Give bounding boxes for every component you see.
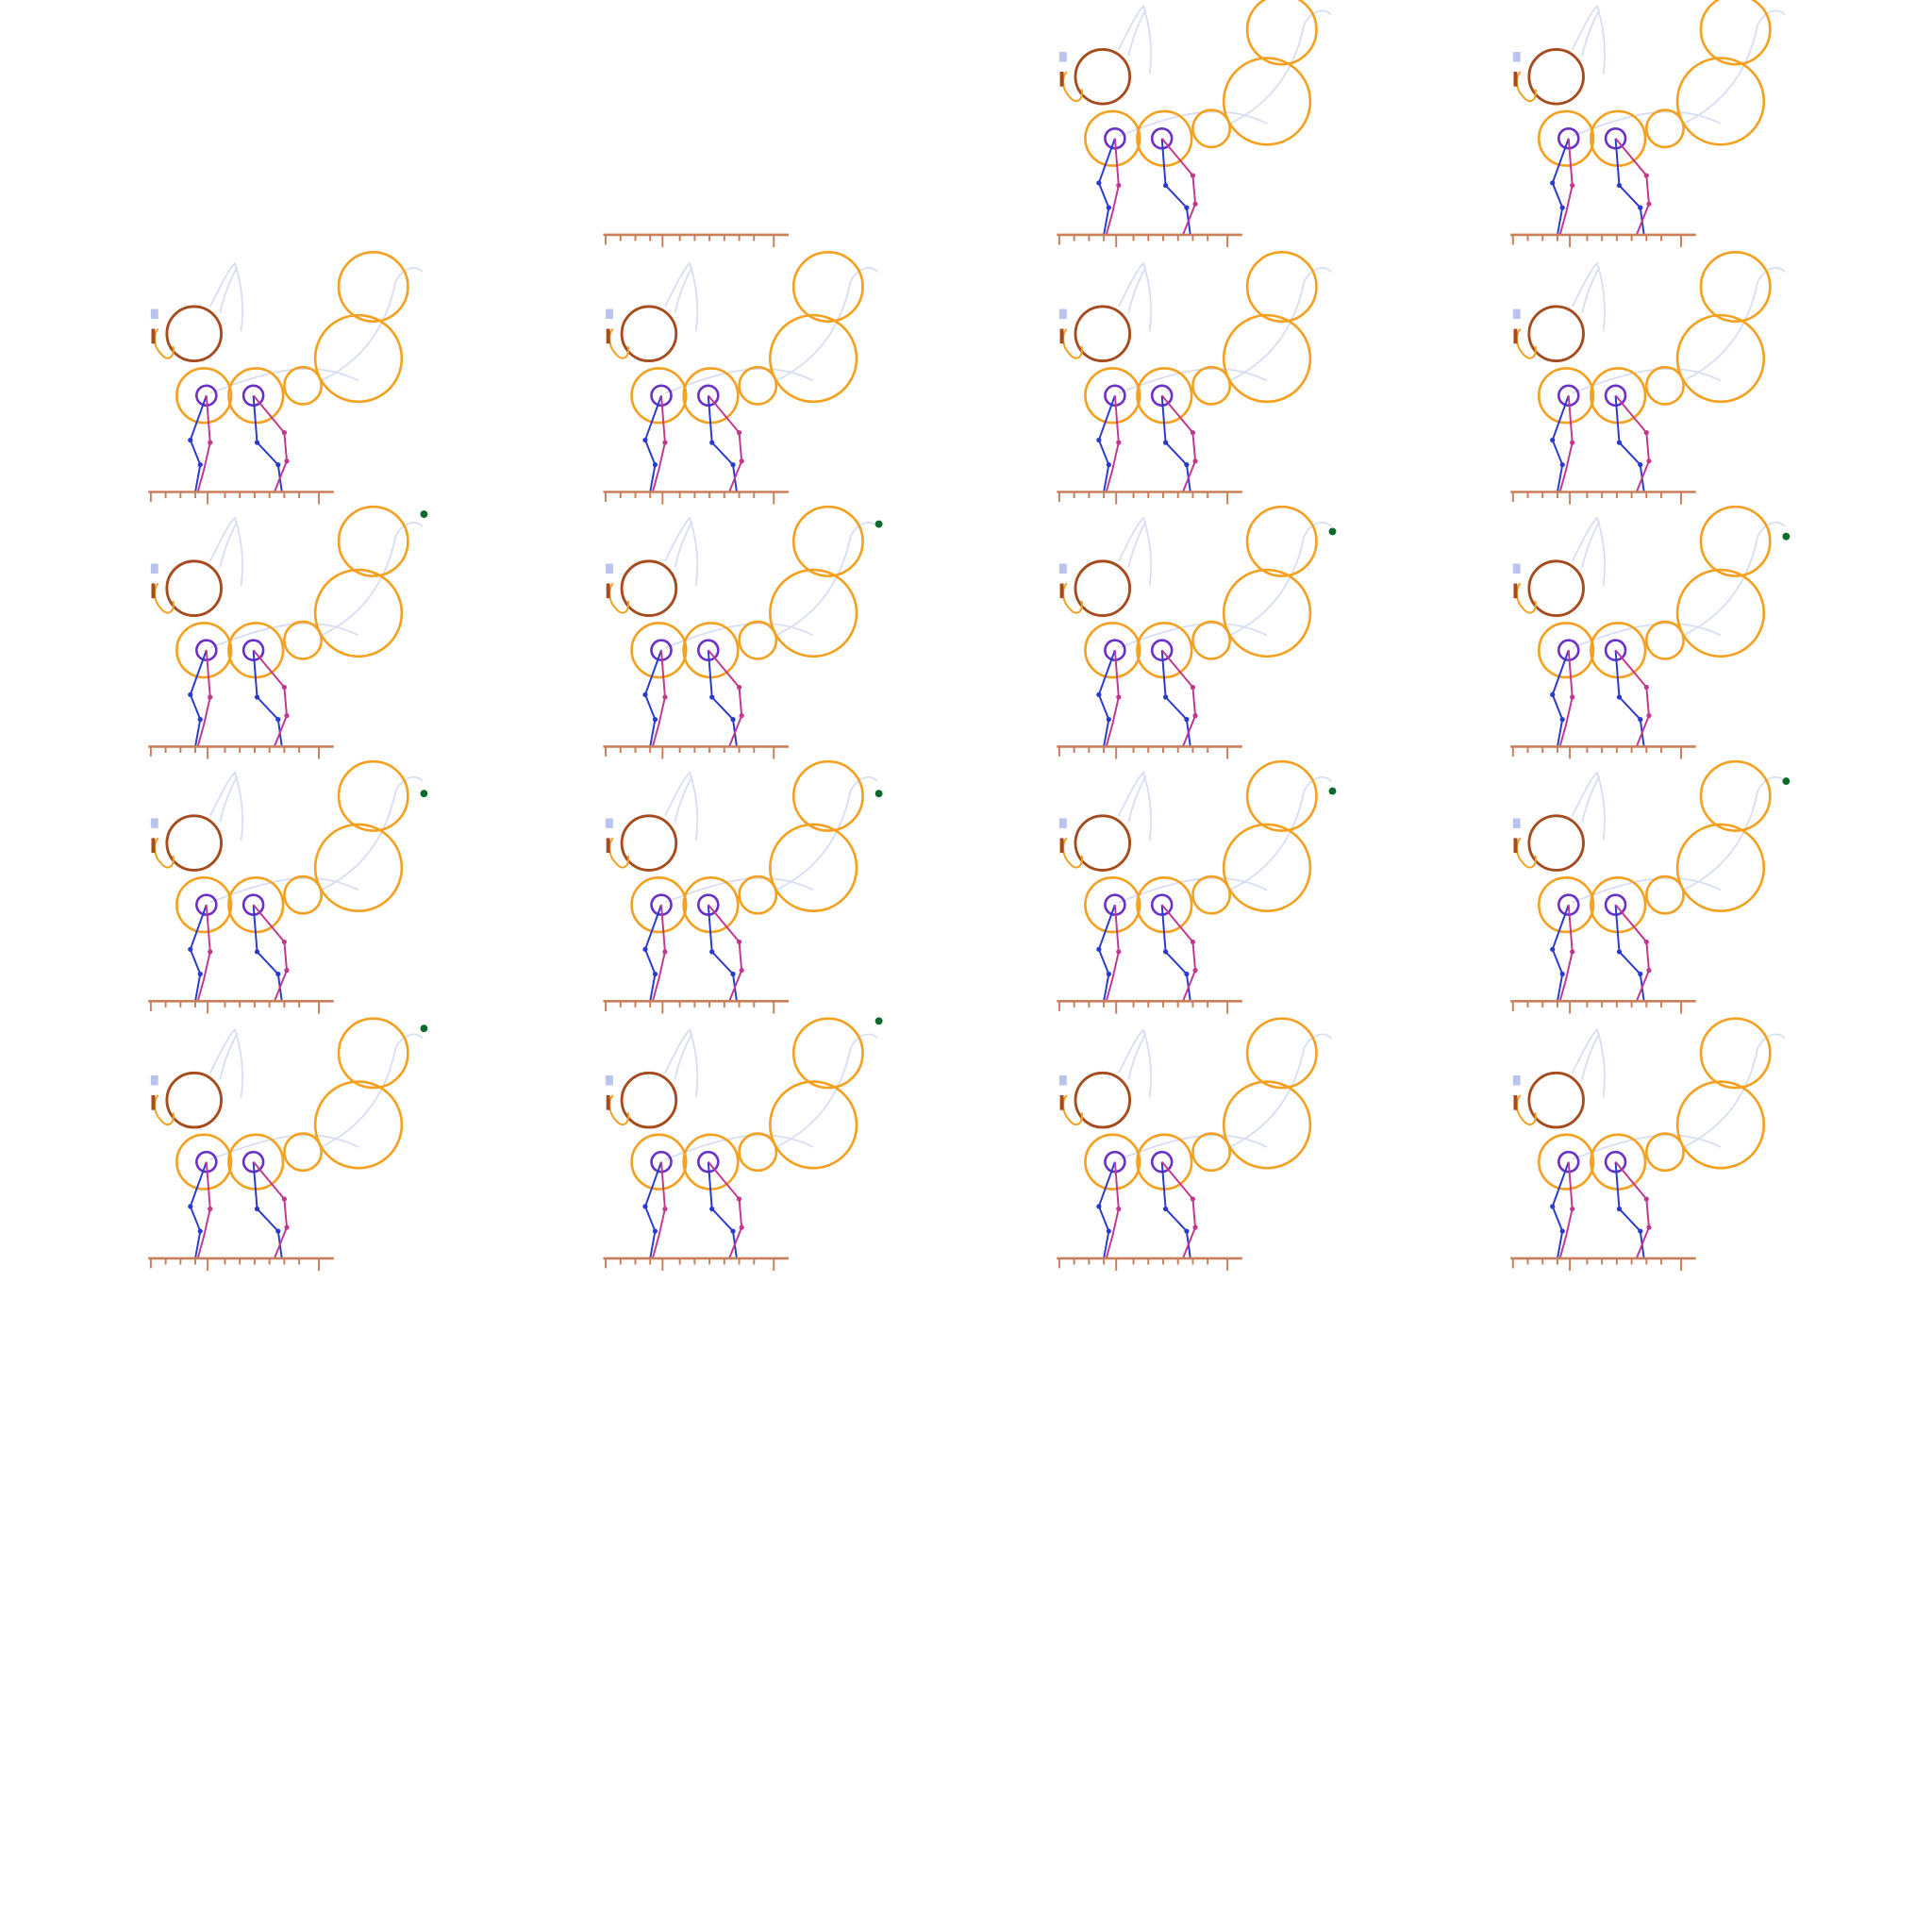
marker-dot [874, 520, 883, 528]
marker-dot [1782, 532, 1790, 541]
marker-dot [1782, 777, 1790, 786]
sketch-frame [603, 1019, 877, 1271]
sketch-frame [1057, 252, 1331, 504]
sketch-frame [603, 507, 877, 758]
sketch-frame [1510, 507, 1785, 758]
marker-dot [420, 790, 428, 798]
marker-dot [420, 510, 428, 519]
marker-dot [1328, 787, 1337, 795]
sketch-frame [148, 252, 423, 504]
sketch-frame [1057, 1019, 1331, 1271]
sketch-frame [1057, 761, 1331, 1013]
sketch-frame [1510, 0, 1785, 247]
sketch-frame [603, 761, 877, 1013]
sketch-frame [148, 761, 423, 1013]
sketch-frame [1510, 252, 1785, 504]
ground-ruler [602, 233, 791, 249]
sketch-frame [148, 507, 423, 758]
sketch-frame [1510, 1019, 1785, 1271]
sketch-frame [1510, 761, 1785, 1013]
sketch-frame [1057, 0, 1331, 247]
sketch-frame [1057, 507, 1331, 758]
marker-dot [874, 790, 883, 798]
marker-dot [420, 1024, 428, 1033]
marker-dot [1328, 527, 1337, 536]
marker-dot [874, 1017, 883, 1025]
sketch-frame [603, 252, 877, 504]
sketch-frame [148, 1019, 423, 1271]
